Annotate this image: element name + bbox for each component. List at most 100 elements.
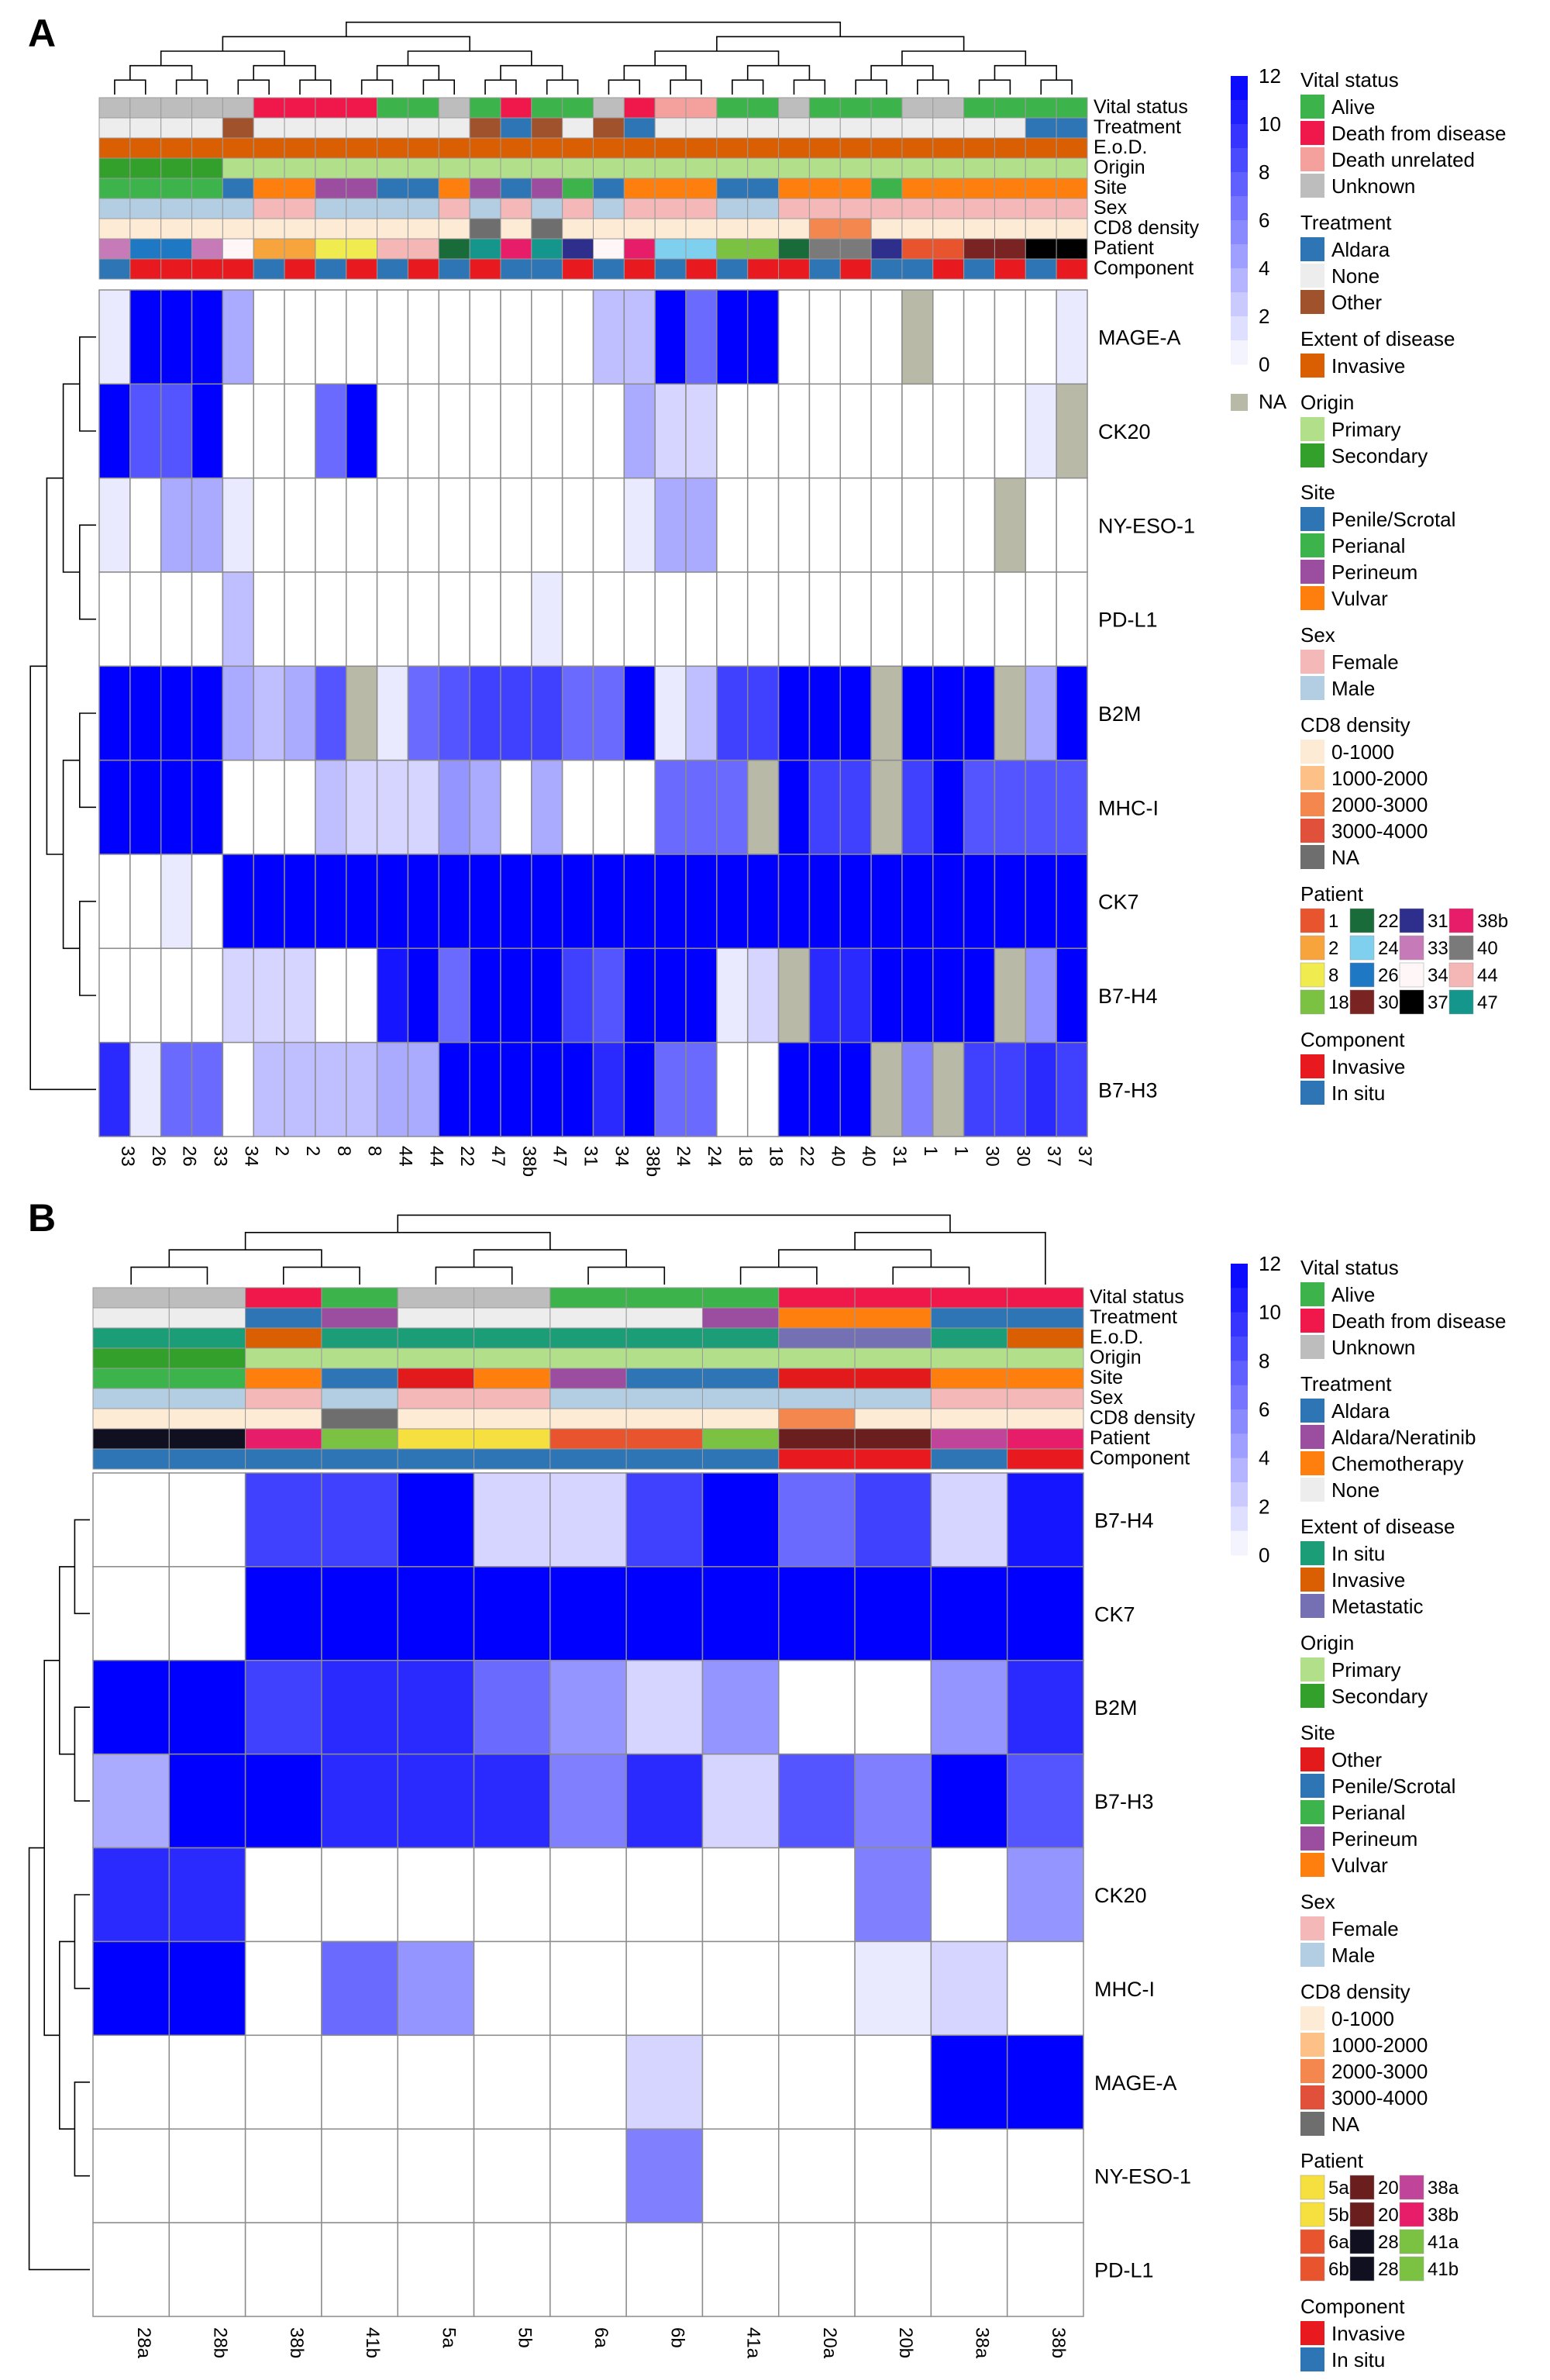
annotation-cell [191, 258, 223, 280]
annotation-cell [407, 157, 439, 179]
heatmap-cell [963, 571, 996, 667]
annotation-cell [623, 218, 656, 240]
heatmap-cell [98, 947, 131, 1043]
heatmap-cell [623, 947, 656, 1043]
heatmap-cell [407, 1041, 440, 1137]
heatmap-cell [549, 2222, 627, 2317]
annotation-cell [623, 258, 656, 280]
heatmap-cell [222, 477, 254, 573]
annotation-cell [963, 238, 995, 260]
annotation-cell [778, 1368, 856, 1389]
annotation-cell [747, 258, 780, 280]
heatmap-cell [625, 2034, 704, 2130]
annotation-cell [549, 1428, 627, 1450]
heatmap-cell [994, 477, 1027, 573]
heatmap-cell [315, 854, 347, 950]
heatmap-cell [1025, 383, 1057, 479]
row-label: PD-L1 [1094, 2259, 1154, 2282]
heatmap-cell [1056, 477, 1088, 573]
heatmap-cell [191, 947, 224, 1043]
heatmap-cell [930, 2222, 1008, 2317]
annotation-cell [716, 117, 749, 139]
heatmap-cell [685, 477, 718, 573]
annotation-cell [500, 117, 532, 139]
heatmap-cell [901, 571, 934, 667]
heatmap-cell [701, 1566, 780, 1661]
dendrogram-branch [587, 1266, 666, 1285]
heatmap-cell [592, 289, 625, 385]
legend-item-label: 6b [1328, 2259, 1349, 2280]
column-label: 33 [209, 1146, 230, 1167]
annotation-cell [346, 137, 378, 159]
heatmap-cell [623, 759, 656, 855]
color-scale-step [1231, 1433, 1248, 1459]
annotation-cell [562, 137, 594, 159]
heatmap-cell [839, 571, 872, 667]
annotation-cell [500, 258, 532, 280]
color-scale-tick: 6 [1259, 1398, 1269, 1421]
legend-item-label: Primary [1331, 1658, 1401, 1682]
heatmap-cell [654, 571, 687, 667]
annotation-cell [778, 218, 810, 240]
heatmap-cell [1056, 383, 1088, 479]
annotation-cell [129, 157, 162, 179]
annotation-cell [778, 178, 810, 199]
annotation-cell [129, 97, 162, 119]
annotation-cell [839, 198, 872, 219]
color-scale-step [1231, 172, 1248, 197]
annotation-cell [407, 198, 439, 219]
annotation-cell [407, 238, 439, 260]
heatmap-cell [932, 571, 965, 667]
heatmap-cell [839, 289, 872, 385]
heatmap-cell [346, 1041, 378, 1137]
heatmap-cell [994, 571, 1027, 667]
annotation-cell [500, 97, 532, 119]
heatmap-cell [625, 2128, 704, 2223]
heatmap-cell [346, 759, 378, 855]
annotation-cell [778, 1307, 856, 1329]
annotation-cell [901, 137, 934, 159]
column-label: 37 [1043, 1146, 1064, 1167]
legend-swatch [1300, 1282, 1324, 1306]
annotation-cell [438, 117, 470, 139]
heatmap-cell [561, 289, 594, 385]
annotation-row-site: Site [92, 1367, 1123, 1389]
annotation-cell [562, 157, 594, 179]
legend-section-origin: Origin Primary Secondary [1300, 391, 1428, 467]
annotation-label: Component [1094, 257, 1194, 279]
heatmap-cell [592, 759, 625, 855]
dendrogram-branch [855, 79, 887, 95]
row-label: B7-H3 [1094, 1790, 1154, 1813]
heatmap-cell [963, 759, 996, 855]
heatmap-cell [469, 665, 501, 761]
column-label: 44 [425, 1146, 446, 1167]
column-label: 22 [796, 1146, 817, 1167]
legend-item-label: In situ [1331, 1081, 1385, 1105]
annotation-row-treatment: Treatment [98, 116, 1181, 139]
column-label: 6b [666, 2327, 687, 2348]
annotation-cell [253, 258, 285, 280]
legend-section-vital-status: Vital status Alive Death from disease Death… [1300, 68, 1506, 198]
annotation-cell [701, 1428, 780, 1450]
annotation-cell [98, 117, 131, 139]
legend-section-cd8-density: CD8 density 0-1000 1000-2000 2000-3000 3000-… [1300, 713, 1428, 869]
heatmap-cell [284, 477, 316, 573]
legend-item-label: Penile/Scrotal [1331, 508, 1455, 531]
annotation-cell [654, 218, 687, 240]
heatmap-cell [808, 477, 841, 573]
legend-item-label: 41a [1428, 2232, 1459, 2253]
heatmap-cell [1025, 665, 1057, 761]
annotation-cell [1056, 218, 1088, 240]
legend-title: CD8 density [1300, 713, 1410, 736]
annotation-cell [854, 1428, 932, 1450]
heatmap-cell [1025, 289, 1057, 385]
heatmap-cell [315, 571, 347, 667]
heatmap-cell [808, 1041, 841, 1137]
annotation-cell [438, 238, 470, 260]
annotation-cell [315, 198, 347, 219]
heatmap-cell [160, 854, 193, 950]
annotation-cell [854, 1287, 932, 1309]
legend-swatch [1300, 989, 1325, 1015]
heatmap-cell [839, 759, 872, 855]
heatmap-cell [98, 289, 131, 385]
